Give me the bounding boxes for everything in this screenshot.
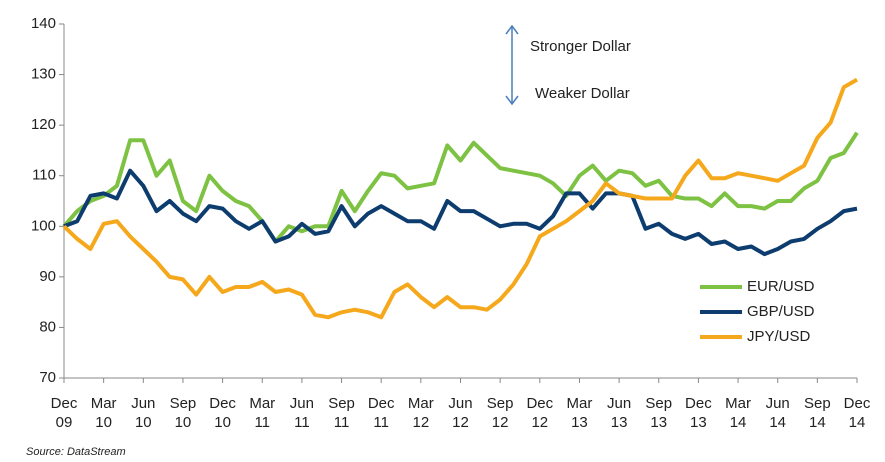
line-series	[62, 131, 859, 244]
x-tick-label: Jun 11	[289, 395, 314, 431]
arrow	[505, 24, 519, 106]
line-series	[63, 168, 858, 257]
line-series	[62, 77, 858, 320]
x-tick-label: Sep 12	[486, 395, 514, 431]
x-tick-label: Dec 13	[685, 395, 712, 431]
x-tick-label: Dec 12	[526, 395, 554, 431]
source: Source: DataStream	[26, 446, 126, 458]
y-tick-label: 70	[39, 369, 56, 386]
x-tick-label: Sep 10	[169, 395, 197, 431]
x-tick-label: Sep 13	[645, 395, 673, 431]
x-tick-label: Dec 11	[367, 395, 395, 431]
x-tick-label: Mar 14	[725, 395, 751, 431]
x-tick-label: Mar 11	[249, 395, 276, 431]
annotation: Weaker Dollar	[535, 85, 630, 102]
annotation: Stronger Dollar	[530, 38, 631, 55]
x-tick-label: Sep 14	[803, 395, 831, 431]
y-tick-label: 100	[31, 217, 56, 234]
y-tick-label: 140	[31, 15, 56, 32]
x-tick-label: Dec 14	[843, 395, 871, 431]
x-tick-label: Jun 14	[765, 395, 790, 431]
x-tick-label: Dec 09	[50, 395, 78, 431]
legend-label: EUR/USD	[747, 278, 815, 295]
x-tick-label: Sep 11	[328, 395, 355, 431]
x-tick-label: Jun 13	[607, 395, 632, 431]
legend-label: JPY/USD	[747, 328, 811, 345]
y-tick-label: 80	[39, 318, 56, 335]
x-tick-label: Dec 10	[209, 395, 236, 431]
x-tick-label: Mar 10	[90, 395, 117, 431]
y-tick-label: 90	[39, 268, 56, 285]
x-tick-label: Jun 10	[131, 395, 156, 431]
x-tick-label: Jun 12	[448, 395, 473, 431]
y-tick-label: 120	[31, 116, 56, 133]
y-tick-label: 110	[32, 167, 56, 184]
x-tick-label: Mar 12	[407, 395, 434, 431]
y-tick-label: 130	[31, 66, 56, 83]
x-tick-label: Mar 13	[566, 395, 593, 431]
legend-label: GBP/USD	[747, 303, 815, 320]
